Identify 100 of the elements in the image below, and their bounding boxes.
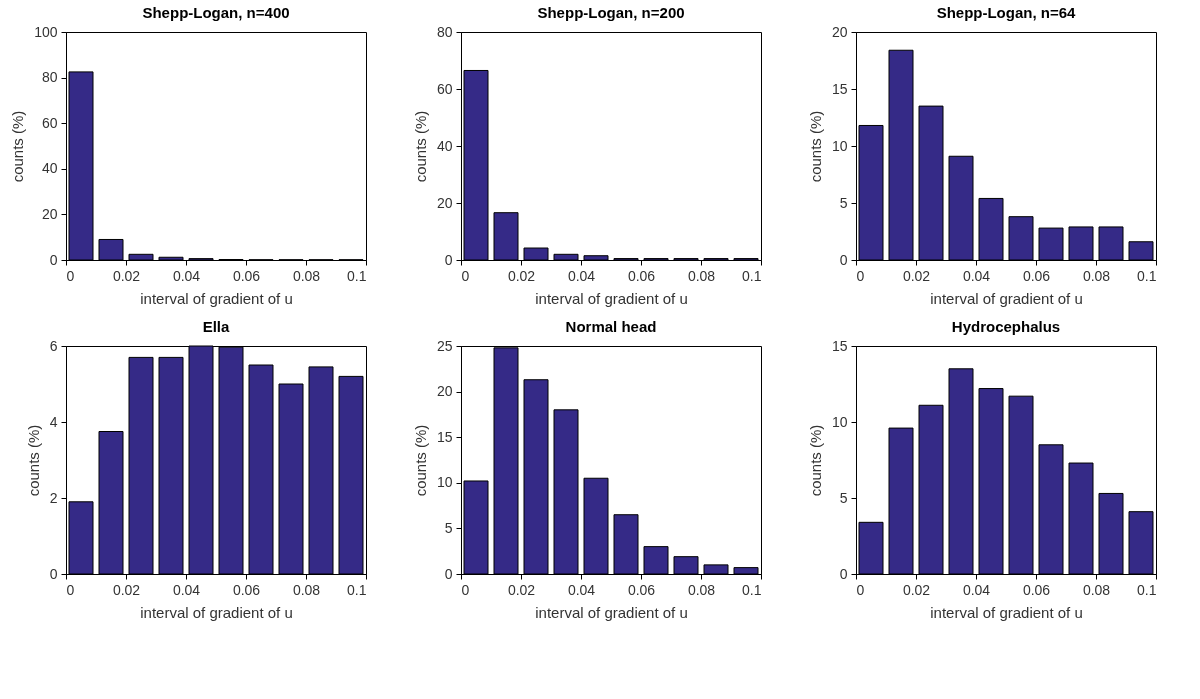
y-tick-label: 0 bbox=[444, 565, 453, 582]
x-tick-label: 0.1 bbox=[347, 267, 367, 284]
bar bbox=[918, 105, 944, 261]
chart-title: Shepp-Logan, n=400 bbox=[142, 4, 290, 21]
x-tick-label: 0.1 bbox=[1137, 267, 1157, 284]
bar bbox=[158, 256, 184, 261]
y-tick-label: 15 bbox=[436, 428, 453, 445]
bar bbox=[523, 379, 549, 575]
bar bbox=[248, 364, 274, 575]
y-tick-label: 10 bbox=[436, 474, 453, 491]
bar bbox=[1068, 226, 1094, 261]
bar bbox=[98, 431, 124, 575]
y-tick-label: 100 bbox=[34, 23, 58, 40]
y-axis-title: counts (%) bbox=[24, 424, 42, 497]
y-tick-label: 5 bbox=[839, 489, 848, 506]
bar bbox=[1038, 227, 1064, 261]
bar bbox=[1128, 511, 1154, 575]
x-tick-label: 0.06 bbox=[1022, 267, 1051, 284]
y-axis-title: counts (%) bbox=[411, 424, 429, 497]
bar bbox=[278, 383, 304, 575]
x-tick-label: 0.06 bbox=[232, 267, 261, 284]
y-tick-label: 10 bbox=[831, 413, 848, 430]
bar bbox=[673, 556, 699, 575]
x-tick-label: 0.08 bbox=[292, 267, 321, 284]
x-tick-label: 0.02 bbox=[902, 267, 931, 284]
x-axis-title: interval of gradient of u bbox=[140, 603, 293, 621]
chart-title: Shepp-Logan, n=200 bbox=[537, 4, 685, 21]
y-tick-label: 5 bbox=[839, 194, 848, 211]
x-tick-label: 0.02 bbox=[507, 267, 536, 284]
y-tick-label: 20 bbox=[41, 205, 58, 222]
chart-title: Ella bbox=[202, 318, 230, 335]
bar bbox=[1008, 395, 1034, 575]
bar bbox=[583, 477, 609, 575]
bar bbox=[583, 255, 609, 261]
y-axis-title: counts (%) bbox=[806, 110, 824, 183]
x-tick-label: 0 bbox=[66, 581, 75, 598]
y-tick-label: 0 bbox=[839, 565, 848, 582]
bar bbox=[918, 404, 944, 575]
x-tick-label: 0.1 bbox=[742, 267, 762, 284]
y-tick-label: 40 bbox=[436, 137, 453, 154]
bar bbox=[948, 368, 974, 575]
bar bbox=[888, 427, 914, 575]
bar bbox=[978, 388, 1004, 575]
y-tick-label: 80 bbox=[41, 69, 58, 86]
x-tick-label: 0.08 bbox=[687, 267, 716, 284]
bar bbox=[128, 253, 154, 261]
bar bbox=[643, 546, 669, 575]
bar bbox=[978, 197, 1004, 261]
y-axis-title: counts (%) bbox=[411, 110, 429, 183]
y-tick-label: 0 bbox=[49, 565, 58, 582]
y-tick-label: 25 bbox=[436, 337, 453, 354]
y-axis-title: counts (%) bbox=[806, 424, 824, 497]
x-axis-title: interval of gradient of u bbox=[535, 289, 688, 307]
x-axis-title: interval of gradient of u bbox=[930, 603, 1083, 621]
bar bbox=[68, 501, 94, 575]
bar bbox=[98, 238, 124, 261]
x-tick-label: 0.1 bbox=[742, 581, 762, 598]
bar bbox=[703, 564, 729, 575]
bar bbox=[888, 49, 914, 261]
x-axis-title: interval of gradient of u bbox=[930, 289, 1083, 307]
y-tick-label: 20 bbox=[831, 23, 848, 40]
bar bbox=[553, 409, 579, 575]
bar bbox=[128, 356, 154, 575]
bar bbox=[1038, 444, 1064, 575]
bar bbox=[858, 124, 884, 261]
x-axis-title: interval of gradient of u bbox=[535, 603, 688, 621]
y-tick-label: 0 bbox=[839, 251, 848, 268]
x-tick-label: 0.02 bbox=[507, 581, 536, 598]
x-tick-label: 0.02 bbox=[112, 267, 141, 284]
x-tick-label: 0.02 bbox=[902, 581, 931, 598]
chart-title: Shepp-Logan, n=64 bbox=[936, 4, 1077, 21]
y-tick-label: 20 bbox=[436, 383, 453, 400]
y-tick-label: 15 bbox=[831, 337, 848, 354]
y-tick-label: 40 bbox=[41, 160, 58, 177]
x-tick-label: 0.04 bbox=[962, 581, 991, 598]
y-tick-label: 80 bbox=[436, 23, 453, 40]
bar bbox=[948, 155, 974, 261]
bar bbox=[1128, 241, 1154, 261]
x-tick-label: 0.08 bbox=[1082, 267, 1111, 284]
x-tick-label: 0.1 bbox=[347, 581, 367, 598]
bar bbox=[1098, 492, 1124, 575]
y-tick-label: 20 bbox=[436, 194, 453, 211]
x-tick-label: 0 bbox=[856, 267, 865, 284]
x-axis-title: interval of gradient of u bbox=[140, 289, 293, 307]
y-tick-label: 4 bbox=[49, 413, 58, 430]
x-tick-label: 0.08 bbox=[292, 581, 321, 598]
x-tick-label: 0.04 bbox=[567, 581, 596, 598]
bar bbox=[1068, 462, 1094, 575]
y-tick-label: 10 bbox=[831, 137, 848, 154]
bar bbox=[338, 375, 364, 575]
x-tick-label: 0 bbox=[461, 581, 470, 598]
bar bbox=[523, 247, 549, 261]
bar bbox=[613, 514, 639, 575]
bar bbox=[68, 71, 94, 261]
y-tick-label: 15 bbox=[831, 80, 848, 97]
x-tick-label: 0 bbox=[66, 267, 75, 284]
bar bbox=[858, 521, 884, 575]
x-tick-label: 0.1 bbox=[1137, 581, 1157, 598]
bar bbox=[553, 253, 579, 261]
x-tick-label: 0.04 bbox=[962, 267, 991, 284]
